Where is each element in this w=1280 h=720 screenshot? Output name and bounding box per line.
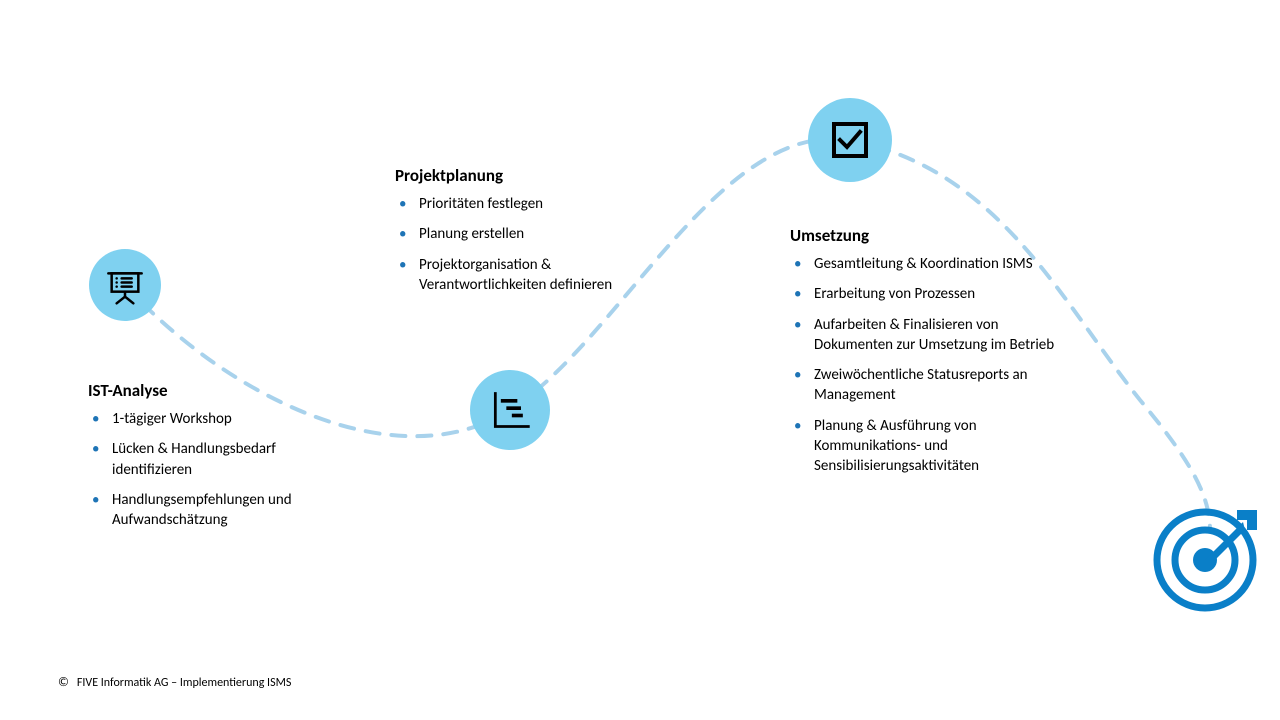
umsetzung-bullets: Gesamtleitung & Koordination ISMS Erarbei…: [790, 254, 1080, 476]
bullet-item: 1-tägiger Workshop: [108, 409, 348, 429]
target-icon: [1145, 500, 1265, 625]
bullet-item: Handlungsempfehlungen und Aufwandschätzu…: [108, 490, 348, 531]
bullet-item: Planung erstellen: [415, 224, 665, 244]
umsetzung-title: Umsetzung: [790, 225, 1080, 246]
ist-title: IST-Analyse: [88, 380, 348, 401]
bullet-item: Lücken & Handlungsbedarf identifizieren: [108, 439, 348, 480]
node-planung-circle: [470, 370, 550, 450]
footer: © FIVE Informatik AG – Implementierung I…: [58, 675, 291, 690]
text-planung: Projektplanung Prioritäten festlegen Plan…: [395, 165, 665, 305]
gantt-chart-icon: [488, 388, 532, 432]
bullet-item: Projektorganisation & Verantwortlichkeit…: [415, 255, 665, 296]
bullet-item: Erarbeitung von Prozessen: [810, 284, 1080, 304]
bullet-item: Planung & Ausführung von Kommunikations-…: [810, 416, 1080, 477]
ist-bullets: 1-tägiger Workshop Lücken & Handlungsbeda…: [88, 409, 348, 530]
text-ist: IST-Analyse 1-tägiger Workshop Lücken & H…: [88, 380, 348, 540]
checkbox-icon: [826, 116, 874, 164]
copyright-icon: ©: [58, 675, 69, 690]
node-ist-circle: [89, 249, 161, 321]
footer-text: FIVE Informatik AG – Implementierung ISM…: [77, 676, 292, 690]
planung-bullets: Prioritäten festlegen Planung erstellen Pr…: [395, 194, 665, 295]
journey-path: [0, 0, 1280, 720]
planung-title: Projektplanung: [395, 165, 665, 186]
diagram-stage: { "canvas": { "width": 1280, "height": 7…: [0, 0, 1280, 720]
text-umsetzung: Umsetzung Gesamtleitung & Koordination I…: [790, 225, 1080, 486]
presentation-board-icon: [105, 265, 145, 305]
bullet-item: Prioritäten festlegen: [415, 194, 665, 214]
bullet-item: Zweiwöchentliche Statusreports an Manage…: [810, 365, 1080, 406]
node-umsetzung-circle: [808, 98, 892, 182]
bullet-item: Aufarbeiten & Finalisieren von Dokumente…: [810, 315, 1080, 356]
bullet-item: Gesamtleitung & Koordination ISMS: [810, 254, 1080, 274]
